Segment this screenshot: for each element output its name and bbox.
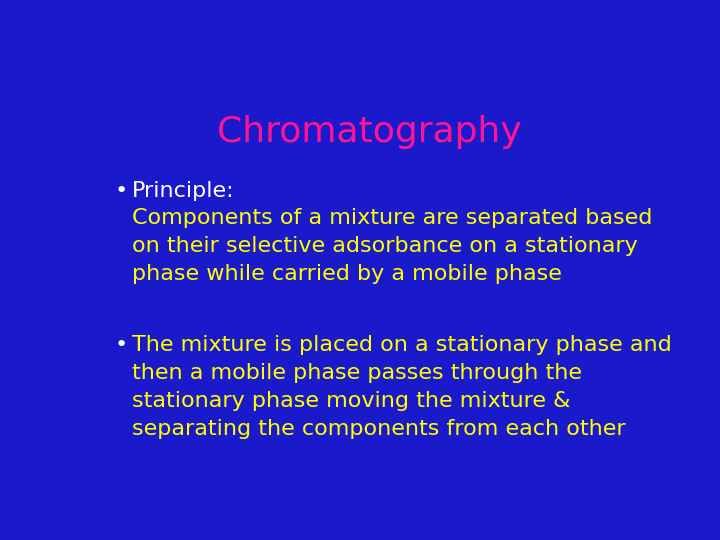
Text: Chromatography: Chromatography	[217, 114, 521, 148]
Text: Components of a mixture are separated based
on their selective adsorbance on a s: Components of a mixture are separated ba…	[132, 208, 652, 284]
Text: •: •	[115, 335, 128, 355]
Text: The mixture is placed on a stationary phase and
then a mobile phase passes throu: The mixture is placed on a stationary ph…	[132, 335, 672, 439]
Text: •: •	[115, 181, 128, 201]
Text: Principle:: Principle:	[132, 181, 235, 201]
